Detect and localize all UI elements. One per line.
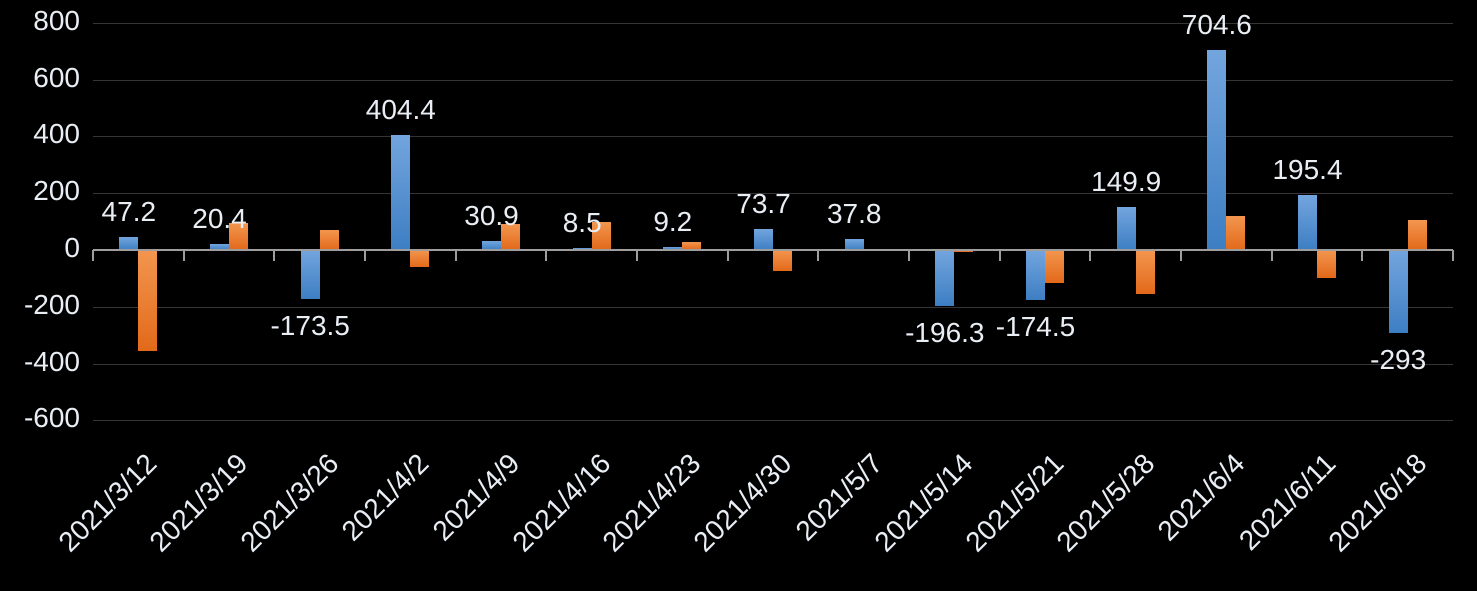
data-label: -196.3 bbox=[905, 316, 985, 348]
x-axis-tick bbox=[454, 250, 457, 261]
x-axis-tick bbox=[364, 250, 366, 261]
gridline bbox=[93, 136, 1453, 138]
bar-blue bbox=[1116, 207, 1136, 250]
bar-orange bbox=[1407, 220, 1427, 250]
data-label: 9.2 bbox=[653, 206, 693, 238]
x-axis-label: 2021/6/18 bbox=[1322, 447, 1433, 558]
x-axis-label: 2021/3/26 bbox=[234, 447, 345, 558]
bar-orange bbox=[1226, 215, 1246, 250]
x-axis-label: 2021/3/19 bbox=[143, 447, 254, 558]
data-label: 20.4 bbox=[192, 203, 247, 235]
bar-blue bbox=[119, 236, 139, 250]
y-axis-tick-label: 400 bbox=[33, 118, 80, 150]
bar-blue bbox=[1298, 194, 1317, 250]
bar-blue bbox=[1026, 250, 1045, 300]
data-label: 30.9 bbox=[464, 200, 519, 232]
bar-orange bbox=[1045, 250, 1064, 283]
x-axis-tick bbox=[273, 250, 276, 261]
x-axis-label: 2021/4/23 bbox=[596, 447, 707, 558]
bar-blue bbox=[1388, 250, 1408, 334]
bar-blue bbox=[935, 250, 955, 306]
bar-blue bbox=[572, 247, 592, 250]
data-label: 149.9 bbox=[1091, 166, 1162, 198]
bar-blue bbox=[300, 250, 320, 300]
gridline bbox=[93, 22, 1453, 24]
bar-orange bbox=[501, 224, 520, 250]
data-label: -174.5 bbox=[995, 310, 1076, 342]
x-axis-label: 2021/5/28 bbox=[1050, 447, 1161, 558]
bar-orange bbox=[319, 230, 339, 250]
bar-blue bbox=[754, 229, 773, 250]
x-axis-tick bbox=[817, 250, 820, 261]
data-label: -293 bbox=[1370, 344, 1427, 376]
y-axis-tick-label: 0 bbox=[64, 232, 80, 263]
y-axis-tick-label: -600 bbox=[23, 402, 80, 434]
data-label: 404.4 bbox=[365, 94, 436, 126]
y-axis-tick-label: 600 bbox=[33, 61, 80, 93]
gridline bbox=[93, 306, 1453, 308]
data-label: -173.5 bbox=[270, 310, 350, 342]
y-axis-tick-label: 800 bbox=[33, 4, 80, 36]
bar-blue bbox=[210, 244, 229, 250]
bar-orange bbox=[229, 223, 248, 250]
bar-blue bbox=[844, 239, 864, 250]
x-axis-tick bbox=[92, 250, 94, 261]
x-axis-tick bbox=[1270, 250, 1273, 261]
x-axis-tick bbox=[726, 250, 729, 261]
data-label: 73.7 bbox=[736, 188, 791, 220]
x-axis-line bbox=[93, 249, 1453, 251]
bar-orange bbox=[773, 250, 792, 272]
bar-orange bbox=[1317, 250, 1336, 279]
x-axis-label: 2021/6/11 bbox=[1232, 447, 1342, 557]
bar-orange bbox=[682, 242, 702, 250]
gridline bbox=[93, 79, 1453, 81]
data-label: 47.2 bbox=[101, 195, 157, 227]
bar-orange bbox=[591, 221, 611, 250]
x-axis-tick bbox=[908, 250, 910, 261]
x-axis-tick bbox=[1452, 250, 1454, 261]
gridline bbox=[93, 420, 1453, 422]
gridline bbox=[93, 193, 1453, 195]
bar-orange bbox=[138, 250, 158, 351]
x-axis-tick bbox=[1361, 250, 1364, 261]
bar-blue bbox=[663, 247, 683, 250]
bar-blue bbox=[1207, 49, 1227, 250]
x-axis-tick bbox=[636, 250, 638, 261]
x-axis-label: 2021/5/21 bbox=[959, 447, 1070, 558]
y-axis-tick-label: 200 bbox=[33, 175, 80, 207]
x-axis-label: 2021/4/30 bbox=[687, 447, 798, 558]
bar-blue bbox=[482, 241, 501, 250]
bar-orange bbox=[410, 250, 430, 267]
data-label: 195.4 bbox=[1272, 153, 1343, 185]
x-axis-label: 2021/4/2 bbox=[335, 447, 435, 547]
x-axis-tick bbox=[1089, 250, 1092, 261]
bar-orange bbox=[1135, 250, 1155, 294]
x-axis-tick bbox=[545, 250, 548, 261]
y-axis-tick-label: -200 bbox=[23, 288, 80, 320]
x-axis-tick bbox=[998, 250, 1001, 261]
data-label: 704.6 bbox=[1181, 8, 1252, 40]
gridline bbox=[93, 363, 1453, 365]
y-axis-tick-label: -400 bbox=[23, 345, 80, 377]
x-axis-tick bbox=[1180, 250, 1182, 261]
data-label: 8.5 bbox=[562, 206, 602, 238]
bar-blue bbox=[391, 135, 411, 250]
bar-orange bbox=[954, 250, 974, 253]
x-axis-label: 2021/5/14 bbox=[868, 447, 979, 558]
data-label: 37.8 bbox=[826, 198, 882, 230]
x-axis-label: 2021/3/12 bbox=[52, 447, 163, 558]
x-axis-tick bbox=[182, 250, 185, 261]
x-axis-label: 2021/4/16 bbox=[506, 447, 617, 558]
